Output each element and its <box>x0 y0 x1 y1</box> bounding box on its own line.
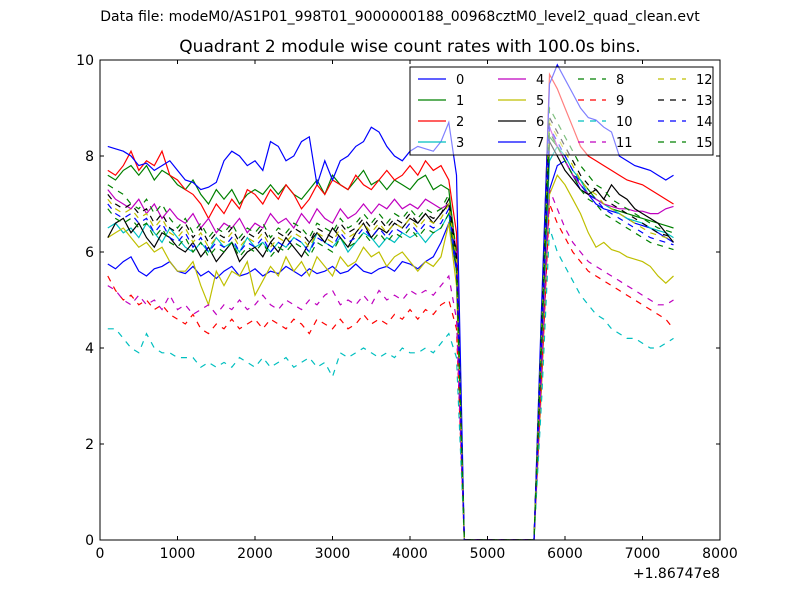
series-line-13 <box>107 115 674 540</box>
legend-label-12: 12 <box>696 73 713 88</box>
legend-label-11: 11 <box>616 136 633 151</box>
x-tick-label: 3000 <box>315 546 351 562</box>
legend-label-8: 8 <box>616 73 624 88</box>
legend-label-0: 0 <box>456 73 464 88</box>
y-tick-label: 10 <box>76 53 94 69</box>
x-tick-label: 4000 <box>392 546 428 562</box>
legend-label-5: 5 <box>536 94 544 109</box>
y-tick-label: 8 <box>85 149 94 165</box>
y-tick-label: 6 <box>85 245 94 261</box>
series-line-4 <box>107 126 674 540</box>
y-tick-label: 4 <box>85 341 94 357</box>
legend-label-7: 7 <box>536 136 544 151</box>
legend-box <box>409 66 714 156</box>
legend-label-10: 10 <box>616 115 633 130</box>
legend-label-15: 15 <box>696 136 713 151</box>
legend-label-6: 6 <box>536 115 544 130</box>
legend-label-3: 3 <box>456 136 464 151</box>
x-offset-label: +1.86747e8 <box>633 566 720 582</box>
legend-label-2: 2 <box>456 115 464 130</box>
chart-title: Quadrant 2 module wise count rates with … <box>179 37 641 57</box>
series-line-1 <box>107 135 674 540</box>
y-tick-label: 0 <box>85 533 94 549</box>
series-line-9 <box>107 203 674 540</box>
series-line-0 <box>107 159 674 540</box>
x-tick-label: 6000 <box>547 546 583 562</box>
series-line-5 <box>107 174 674 540</box>
series-line-15 <box>107 129 674 540</box>
x-tick-label: 0 <box>96 546 105 562</box>
series-line-14 <box>107 124 674 540</box>
y-tick-label: 2 <box>85 437 94 453</box>
series-line-10 <box>107 227 674 540</box>
series-line-12 <box>107 120 674 540</box>
figure-suptitle: Data file: modeM0/AS1P01_998T01_90000001… <box>100 9 700 25</box>
x-tick-label: 1000 <box>160 546 196 562</box>
series-line-3 <box>107 145 674 540</box>
series-line-6 <box>107 139 674 540</box>
x-tick-label: 7000 <box>625 546 661 562</box>
x-tick-label: 5000 <box>470 546 506 562</box>
legend-label-4: 4 <box>536 73 544 88</box>
x-tick-label: 8000 <box>702 546 738 562</box>
legend-label-13: 13 <box>696 94 713 109</box>
legend-label-14: 14 <box>696 115 713 130</box>
x-tick-label: 2000 <box>237 546 273 562</box>
legend-label-9: 9 <box>616 94 624 109</box>
series-line-8 <box>107 105 674 540</box>
legend-label-1: 1 <box>456 94 464 109</box>
